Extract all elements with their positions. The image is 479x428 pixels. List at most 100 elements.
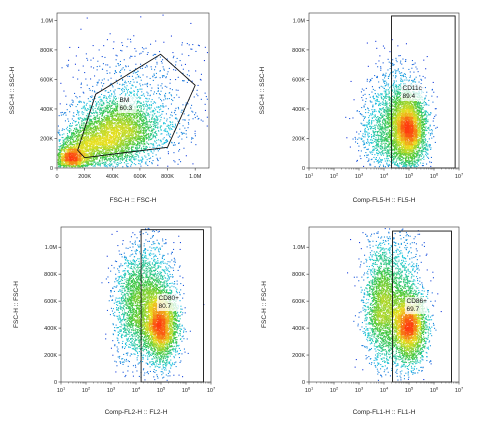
data-point [83, 160, 85, 162]
data-point [79, 140, 81, 142]
data-point [91, 160, 93, 162]
data-point [139, 130, 141, 132]
data-point [131, 55, 133, 57]
data-point [113, 137, 115, 139]
data-point [129, 133, 131, 135]
data-point [133, 70, 135, 72]
data-point [74, 146, 76, 148]
data-point [125, 132, 127, 134]
data-point [155, 76, 157, 78]
data-point [124, 130, 126, 132]
data-point [152, 134, 154, 136]
data-point [95, 136, 97, 138]
data-point [166, 147, 168, 149]
data-point [102, 143, 104, 145]
data-point [147, 113, 149, 115]
data-point [126, 156, 128, 158]
data-point [176, 132, 178, 134]
data-point [90, 78, 92, 80]
data-point [81, 120, 83, 122]
data-point [113, 130, 115, 132]
data-point [134, 136, 136, 138]
data-point [109, 160, 111, 162]
data-point [100, 113, 102, 115]
data-point [104, 157, 106, 159]
data-point [114, 137, 116, 139]
data-point [165, 141, 167, 143]
data-point [155, 142, 157, 144]
data-point [146, 121, 148, 123]
data-point [119, 155, 121, 157]
data-point [93, 151, 95, 153]
data-point [118, 132, 120, 134]
data-point [94, 161, 96, 163]
data-point [109, 101, 111, 103]
data-point [109, 104, 111, 106]
data-point [131, 149, 133, 151]
data-point [145, 111, 147, 113]
data-point [123, 150, 125, 152]
data-point [140, 52, 142, 54]
data-point [76, 165, 78, 167]
data-point [103, 125, 105, 127]
data-point [99, 165, 101, 167]
data-point [76, 166, 78, 168]
data-point [118, 156, 120, 158]
data-point [62, 139, 64, 141]
data-point [61, 147, 63, 149]
data-point [142, 138, 144, 140]
data-point [146, 150, 148, 152]
data-point [126, 119, 128, 121]
data-point [194, 130, 196, 132]
data-point [100, 147, 102, 149]
data-point [139, 159, 141, 161]
data-point [102, 123, 104, 125]
data-point [112, 124, 114, 126]
data-point [107, 106, 109, 108]
data-point [161, 113, 163, 115]
data-point [128, 118, 130, 120]
data-point [192, 137, 194, 139]
data-point [139, 123, 141, 125]
data-point [161, 62, 163, 64]
data-point [86, 137, 88, 139]
data-point [157, 127, 159, 129]
data-point [106, 150, 108, 152]
data-point [102, 120, 104, 122]
data-point [63, 147, 65, 149]
data-point [149, 114, 151, 116]
data-point [185, 155, 187, 157]
data-point [160, 141, 162, 143]
data-point [58, 139, 60, 141]
data-point [132, 134, 134, 136]
data-point [89, 153, 91, 155]
data-point [88, 164, 90, 166]
data-point [103, 123, 105, 125]
data-point [90, 152, 92, 154]
data-point [118, 149, 120, 151]
data-point [151, 118, 153, 120]
data-point [119, 130, 121, 132]
data-point [110, 77, 112, 79]
data-point [155, 137, 157, 139]
data-point [65, 95, 67, 97]
data-point [98, 147, 100, 149]
data-point [140, 118, 142, 120]
data-point [102, 144, 104, 146]
data-point [117, 156, 119, 158]
data-point [112, 100, 114, 102]
data-point [99, 164, 101, 166]
data-point [94, 134, 96, 136]
data-point [77, 139, 79, 141]
data-point [85, 146, 87, 148]
data-point [184, 127, 186, 129]
data-point [134, 130, 136, 132]
data-point [92, 138, 94, 140]
data-point [118, 129, 120, 131]
data-point [94, 139, 96, 141]
data-point [85, 115, 87, 117]
data-point [142, 127, 144, 129]
data-point [124, 151, 126, 153]
data-point [156, 63, 158, 65]
data-point [76, 146, 78, 148]
